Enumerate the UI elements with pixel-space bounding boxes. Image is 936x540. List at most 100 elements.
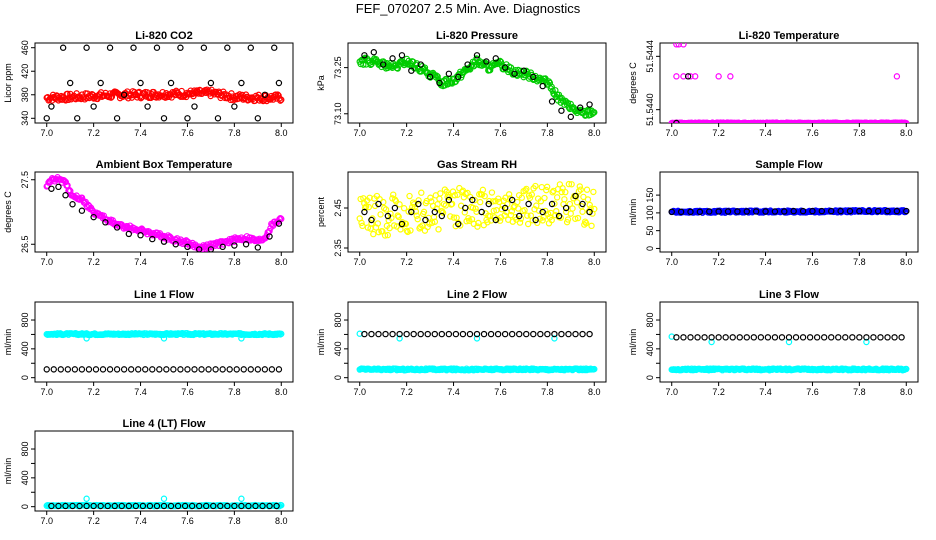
- line1-point: [233, 366, 240, 373]
- rh-point: [553, 194, 561, 201]
- line1-point: [205, 366, 212, 373]
- rh-point: [498, 206, 506, 213]
- rh-point: [508, 196, 516, 204]
- sample_flow-point: [874, 207, 882, 215]
- rh-point: [486, 197, 493, 205]
- line1-point: [275, 366, 283, 373]
- line1-point: [226, 366, 233, 373]
- licor_temp-ylabel: degrees C: [628, 62, 638, 104]
- licor_temp-series-1: [673, 43, 901, 80]
- line4-point: [55, 502, 62, 510]
- pressure-point: [398, 52, 406, 59]
- sample_flow-xtick-label: 7.8: [853, 257, 866, 267]
- line2-point: [530, 330, 537, 338]
- co2-point: [97, 79, 104, 87]
- rh-point: [435, 226, 442, 233]
- pressure-point: [445, 70, 453, 77]
- rh-point: [488, 189, 496, 196]
- rh-point: [524, 220, 532, 228]
- box_temp-point: [90, 213, 97, 221]
- rh-xtick-label: 7.4: [447, 257, 460, 267]
- rh-point: [412, 208, 420, 215]
- rh-point: [453, 214, 460, 222]
- line1-point: [163, 366, 170, 373]
- rh-point: [414, 215, 421, 223]
- rh-point: [447, 213, 454, 220]
- rh-ylabel: percent: [316, 196, 326, 227]
- line4-point: [62, 502, 69, 510]
- line3-series-0: [668, 365, 910, 374]
- line1-point: [160, 335, 168, 342]
- pressure-point: [421, 64, 429, 71]
- line3-point: [891, 334, 898, 341]
- box_temp-point: [275, 220, 283, 227]
- rh-marks: [356, 180, 598, 239]
- line1-point: [238, 335, 245, 342]
- line4-point: [210, 502, 217, 510]
- line1-xtick-label: 7.0: [40, 387, 53, 397]
- line1-xtick-label: 7.6: [181, 387, 194, 397]
- line2-xtick-label: 7.8: [541, 387, 554, 397]
- line3-point: [903, 365, 910, 373]
- sample_flow-point: [837, 207, 844, 215]
- line3-ytick-label: 0: [645, 375, 655, 380]
- line2-point: [487, 330, 495, 338]
- pressure-point: [591, 109, 598, 116]
- line1-point: [184, 366, 191, 373]
- line3-point: [792, 334, 800, 341]
- rh-point: [469, 204, 477, 211]
- rh-point: [431, 218, 439, 225]
- line1-title: Line 1 Flow: [134, 289, 194, 301]
- rh-point: [567, 210, 574, 217]
- rh-point: [406, 192, 413, 200]
- line4-point: [90, 502, 97, 510]
- rh-point: [448, 200, 456, 208]
- rh-point: [361, 204, 369, 211]
- line3-xtick-label: 7.8: [853, 387, 866, 397]
- pressure-ylabel: kPa: [316, 75, 326, 91]
- rh-point: [573, 199, 581, 206]
- line3-xtick-label: 7.6: [806, 387, 819, 397]
- line3-point: [856, 334, 863, 341]
- licor_temp-point: [893, 73, 901, 80]
- sample_flow-xtick-label: 8.0: [900, 257, 913, 267]
- sample_flow-ytick-label: 0: [645, 246, 655, 251]
- co2-panel: Li-820 CO2 Licor ppm 7.0 7.2 7.4 7.6 7.8 8.0 340…: [3, 30, 294, 138]
- line3-point: [757, 334, 765, 341]
- line2-ytick-label: 400: [333, 341, 343, 356]
- rh-point: [436, 195, 443, 202]
- co2-point: [247, 44, 254, 51]
- pressure-point: [473, 52, 481, 59]
- line3-point: [680, 334, 687, 341]
- rh-point: [361, 208, 368, 216]
- line3-point: [729, 334, 736, 341]
- sample_flow-point: [809, 207, 816, 215]
- line2-title: Line 2 Flow: [447, 289, 507, 301]
- line2-ytick-label: 800: [333, 313, 343, 328]
- sample_flow-point: [865, 207, 872, 215]
- line3-flow-panel: Line 3 Flow ml/min 7.0 7.2 7.4 7.6 7.8 8.0 0 400 8…: [628, 289, 919, 397]
- rh-point: [408, 208, 415, 216]
- line1-ytick-label: 400: [20, 341, 30, 356]
- rh-point: [472, 205, 479, 212]
- line4-point: [97, 502, 104, 510]
- line1-point: [149, 366, 156, 373]
- sample_flow-point: [799, 207, 807, 215]
- sample_flow-point: [752, 208, 760, 215]
- line3-xtick-label: 8.0: [900, 387, 913, 397]
- line1-point: [57, 366, 64, 373]
- box_temp-point: [62, 178, 69, 186]
- box_temp-xtick-label: 7.6: [181, 257, 194, 267]
- box_temp-point: [78, 207, 86, 214]
- rh-point: [505, 191, 513, 198]
- rh-point: [359, 222, 366, 230]
- pressure-point: [455, 73, 462, 81]
- pressure-point: [561, 101, 568, 108]
- rh-point: [381, 232, 389, 239]
- line4-xtick-label: 7.2: [87, 516, 100, 526]
- line1-point: [43, 366, 50, 373]
- rh-point: [434, 201, 441, 208]
- rh-point: [521, 206, 528, 214]
- rh-point: [516, 219, 524, 226]
- box_temp-point: [231, 242, 238, 249]
